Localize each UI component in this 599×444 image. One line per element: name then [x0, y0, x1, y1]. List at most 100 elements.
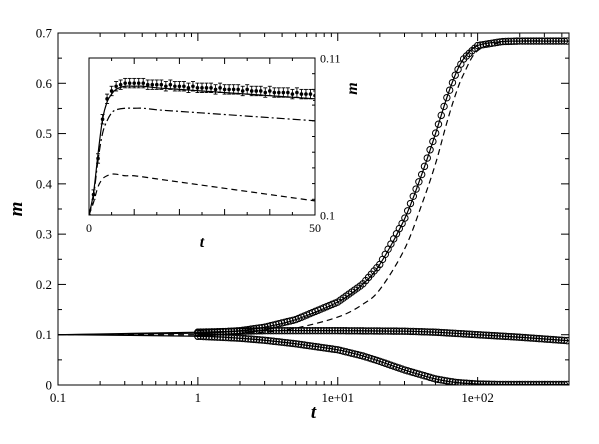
main-series-marker — [527, 380, 535, 385]
main-series-marker — [210, 333, 219, 341]
main-series-marker — [552, 380, 560, 385]
main-series-marker — [342, 327, 350, 335]
main-x-tick-label: 1 — [195, 390, 202, 405]
main-series-marker — [445, 377, 454, 385]
main-series-marker — [471, 330, 479, 339]
main-series-marker — [479, 40, 487, 49]
main-series-marker — [401, 327, 409, 335]
inset-series-marker — [308, 92, 313, 96]
main-series-marker — [261, 326, 269, 335]
main-series-marker — [297, 340, 306, 349]
main-series-marker — [314, 343, 322, 351]
main-x-axis-label: t — [311, 402, 317, 423]
main-series-marker — [255, 327, 264, 335]
inset-series-marker — [173, 84, 177, 89]
main-series-marker — [515, 380, 524, 385]
main-series-marker — [280, 338, 289, 347]
main-series-marker — [269, 337, 278, 345]
main-series-marker — [345, 327, 353, 335]
inset-series-marker — [177, 84, 182, 89]
main-series-marker — [289, 326, 297, 335]
main-series-marker — [471, 380, 479, 385]
inset-series-marker — [191, 84, 195, 89]
main-series-marker — [205, 333, 213, 341]
main-series-marker — [297, 326, 306, 335]
main-series-marker — [261, 336, 269, 344]
main-series-marker — [208, 333, 216, 341]
main-series-marker — [524, 334, 532, 342]
main-series-marker — [350, 327, 359, 335]
main-series-marker — [241, 334, 250, 343]
main-series-marker — [328, 326, 336, 335]
main-series-marker — [437, 328, 445, 337]
main-series-marker — [541, 335, 549, 343]
main-y-tick-label: 0.5 — [36, 126, 52, 141]
main-series-marker — [325, 344, 334, 353]
inset-series-marker — [268, 89, 272, 93]
main-series-marker — [457, 330, 465, 338]
inset-series-line — [89, 173, 315, 215]
main-series-marker — [241, 327, 250, 335]
main-series-marker — [398, 327, 406, 335]
main-series-marker — [468, 379, 476, 385]
main-series-marker — [473, 380, 482, 385]
main-series-marker — [238, 327, 247, 335]
inset-series-marker — [277, 90, 281, 95]
main-series-marker — [420, 328, 429, 336]
main-series-marker — [283, 317, 292, 326]
main-y-axis-label: m — [6, 202, 27, 217]
main-series-marker — [443, 377, 451, 385]
main-series-marker — [224, 333, 233, 342]
main-series-marker — [378, 327, 387, 335]
main-series-marker — [451, 71, 459, 79]
main-series-marker — [359, 327, 367, 335]
main-series-marker — [367, 327, 376, 335]
main-series-marker — [401, 214, 409, 222]
main-series-marker — [465, 330, 473, 338]
main-series-marker — [420, 162, 429, 171]
main-series-marker — [426, 328, 434, 336]
inset-series-marker — [200, 86, 204, 90]
main-series-marker — [252, 335, 261, 344]
inset-series-marker — [155, 82, 159, 87]
main-series-marker — [322, 326, 331, 335]
main-series-marker — [280, 326, 289, 335]
main-series-marker — [448, 78, 457, 87]
inset-series-marker — [114, 84, 118, 89]
main-series-marker — [555, 336, 563, 344]
inset-series-marker — [204, 86, 209, 90]
main-series-marker — [275, 326, 283, 335]
main-series-marker — [518, 380, 527, 385]
inset-series-marker — [182, 84, 186, 89]
main-series-marker — [429, 137, 437, 146]
inset-series-marker — [290, 92, 295, 96]
main-series-marker — [331, 345, 339, 354]
main-series-marker — [487, 380, 496, 385]
main-series-marker — [479, 380, 487, 385]
main-series-marker — [493, 380, 501, 385]
main-series-marker — [504, 380, 513, 385]
main-y-tick-label: 0.3 — [36, 227, 52, 242]
main-series-marker — [395, 327, 403, 335]
main-series-marker — [493, 332, 501, 340]
inset-series-marker — [186, 86, 191, 90]
main-series-marker — [194, 332, 202, 340]
main-series-marker — [336, 327, 345, 335]
inset-series-marker — [272, 90, 277, 95]
main-series-marker — [252, 327, 261, 335]
main-series-marker — [314, 326, 322, 335]
main-series-marker — [272, 326, 280, 335]
main-x-tick-label: 1e+01 — [321, 390, 354, 405]
main-series-marker — [283, 339, 292, 347]
main-series-marker — [317, 343, 325, 352]
inset-y-tick-label: 0.11 — [320, 52, 341, 66]
main-series-marker — [300, 341, 308, 349]
main-series-marker — [353, 350, 362, 359]
main-series-marker — [563, 336, 569, 345]
main-series-marker — [390, 327, 398, 335]
main-series-marker — [244, 327, 252, 335]
main-series-marker — [482, 331, 490, 339]
main-series-marker — [479, 331, 487, 339]
